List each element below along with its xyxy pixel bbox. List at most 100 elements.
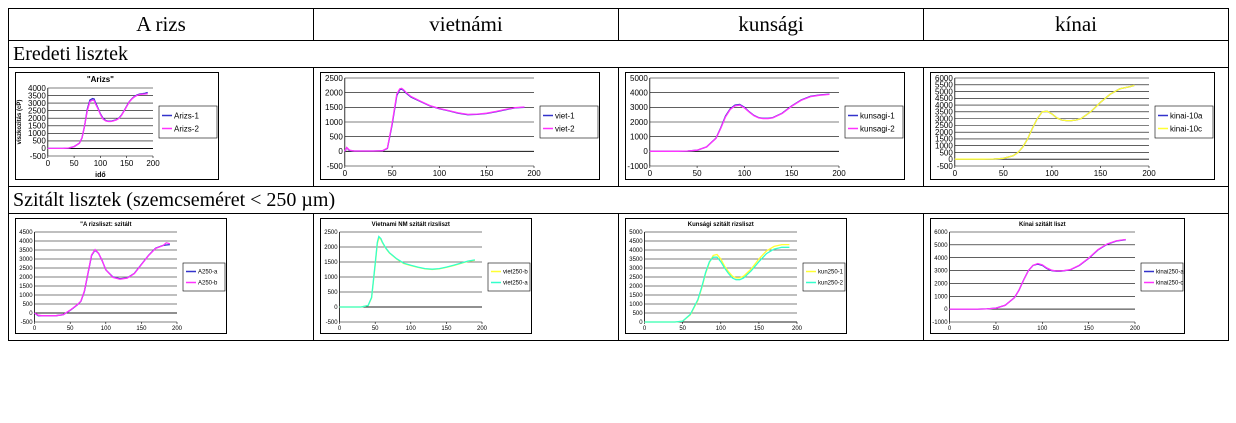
y-tick-label: 0 xyxy=(29,311,33,317)
y-tick-label: 5000 xyxy=(935,87,953,96)
section-row-sieved: Szitált lisztek (szemcseméret < 250 µm) xyxy=(8,186,1229,214)
x-tick-label: 150 xyxy=(136,326,147,332)
y-tick-label: 0 xyxy=(944,307,948,313)
y-tick-label: -500 xyxy=(327,162,344,171)
x-tick-label: 100 xyxy=(406,326,417,332)
chart-row-sieved: "A rizsliszt: szitált -500 0 500 1000 1500 200… xyxy=(8,213,1229,341)
x-tick-label: 0 xyxy=(46,159,51,168)
header-cell-2: vietnámi xyxy=(313,8,619,41)
legend-label: viet-1 xyxy=(555,111,575,120)
y-tick-label: 0 xyxy=(334,305,338,311)
y-axis-label: viszkozitás (cP) xyxy=(17,100,23,145)
y-tick-label: 1000 xyxy=(935,141,953,150)
y-tick-label: 1500 xyxy=(325,103,343,112)
x-axis-label: idő xyxy=(95,172,106,179)
y-tick-label: 1500 xyxy=(19,284,33,290)
y-tick-label: 5000 xyxy=(629,230,643,236)
x-tick-label: 100 xyxy=(738,169,752,178)
header-cell-1: A rizs xyxy=(8,8,314,41)
section-label-original: Eredeti lisztek xyxy=(8,40,1229,68)
series-line-2 xyxy=(344,87,525,152)
section-label-sieved: Szitált lisztek (szemcseméret < 250 µm) xyxy=(8,186,1229,214)
x-tick-label: 150 xyxy=(754,326,765,332)
x-tick-label: 200 xyxy=(172,326,183,332)
x-tick-label: 50 xyxy=(372,326,379,332)
y-tick-label: 3500 xyxy=(629,257,643,263)
legend-box xyxy=(1140,262,1184,292)
x-tick-label: 0 xyxy=(338,326,342,332)
x-tick-label: 200 xyxy=(832,169,846,178)
y-tick-label: 4000 xyxy=(629,248,643,254)
x-tick-label: 100 xyxy=(433,169,447,178)
y-tick-label: 3000 xyxy=(19,257,33,263)
comparison-table: A rizs vietnámi kunsági kínai Eredeti li… xyxy=(8,8,1229,341)
series-line-2 xyxy=(954,84,1135,160)
y-tick-label: 1000 xyxy=(28,129,46,138)
y-tick-label: 3000 xyxy=(630,103,648,112)
y-tick-label: 3500 xyxy=(19,248,33,254)
legend-label: kun250-2 xyxy=(818,281,844,287)
chart-cell-viet: -500 0 500 1000 1500 2000 2500 0 50 100 150 200 viet… xyxy=(313,67,619,187)
y-tick-label: 6000 xyxy=(935,74,953,83)
legend-label: A250-b xyxy=(198,281,218,287)
y-tick-label: 500 xyxy=(328,290,339,296)
legend-label: kinai250-a xyxy=(1156,270,1184,276)
chart-cell-arizs: "Arizs" -500 0 500 1000 1500 2000 2500 3000 3500 4… xyxy=(8,67,314,187)
y-tick-label: -500 xyxy=(937,162,954,171)
y-tick-label: -1000 xyxy=(627,162,648,171)
x-tick-label: 200 xyxy=(527,169,541,178)
y-tick-label: 2500 xyxy=(935,121,953,130)
chart-kinai: -500050010001500200025003000350040004500… xyxy=(930,72,1215,180)
legend-label: kun250-1 xyxy=(818,270,844,276)
y-tick-label: 1000 xyxy=(934,294,948,300)
legend-label: kunsagi-1 xyxy=(860,111,895,120)
chart-cell-kinai: -500 0 500 1000 1500 2000 2500 3000 3500 4000 4500… xyxy=(923,67,1229,187)
series-line-2 xyxy=(649,93,830,152)
y-tick-label: 500 xyxy=(329,132,343,141)
y-tick-label: 3500 xyxy=(935,108,953,117)
y-tick-label: 1000 xyxy=(325,118,343,127)
x-tick-label: 0 xyxy=(953,169,958,178)
y-tick-label: 3000 xyxy=(28,99,46,108)
y-tick-label: 2000 xyxy=(324,245,338,251)
y-tick-label: 2000 xyxy=(934,282,948,288)
y-tick-label: 2000 xyxy=(935,128,953,137)
y-tick-label: 0 xyxy=(643,147,648,156)
legend-label: kinai-10c xyxy=(1170,124,1202,133)
legend-box xyxy=(182,262,226,292)
y-tick-label: 2500 xyxy=(28,106,46,115)
chart-kun250: Kunsági szitált rizsliszt050010001500200… xyxy=(625,218,847,334)
chart-cell-a250: "A rizsliszt: szitált -500 0 500 1000 1500 200… xyxy=(8,213,314,341)
x-tick-label: 0 xyxy=(648,169,653,178)
legend-label: Arizs-1 xyxy=(174,111,199,120)
section-row-original: Eredeti lisztek xyxy=(8,40,1229,68)
x-tick-label: 50 xyxy=(388,169,397,178)
y-tick-label: 4000 xyxy=(28,84,46,93)
y-tick-label: 5000 xyxy=(630,74,648,83)
y-tick-label: 1000 xyxy=(630,132,648,141)
y-tick-label: 3000 xyxy=(629,266,643,272)
y-tick-label: 2500 xyxy=(19,266,33,272)
chart-cell-kun250: Kunsági szitált rizsliszt 0 500 1000 1500 200… xyxy=(618,213,924,341)
series-line-2 xyxy=(949,238,1126,310)
x-tick-label: 50 xyxy=(679,326,686,332)
chart-viet250: Vietnami NM szitált rizsliszt-5000500100… xyxy=(320,218,532,334)
y-tick-label: 2000 xyxy=(28,114,46,123)
x-tick-label: 0 xyxy=(948,326,952,332)
series-line-2 xyxy=(644,246,790,323)
x-tick-label: 50 xyxy=(993,326,1000,332)
x-tick-label: 100 xyxy=(1045,169,1059,178)
series-line-2 xyxy=(47,93,148,150)
y-tick-label: -500 xyxy=(30,152,47,161)
chart-cell-kunsagi: -1000 0 1000 2000 3000 4000 5000 0 50 100 150 200 ku… xyxy=(618,67,924,187)
x-tick-label: 50 xyxy=(693,169,702,178)
x-tick-label: 150 xyxy=(120,159,134,168)
chart-title: Kínai szitált liszt xyxy=(1019,222,1066,228)
x-tick-label: 200 xyxy=(1130,326,1141,332)
y-tick-label: 4000 xyxy=(935,101,953,110)
x-tick-label: 0 xyxy=(343,169,348,178)
y-tick-label: 4000 xyxy=(19,239,33,245)
y-tick-label: 4500 xyxy=(19,230,33,236)
legend-label: A250-a xyxy=(198,270,218,276)
